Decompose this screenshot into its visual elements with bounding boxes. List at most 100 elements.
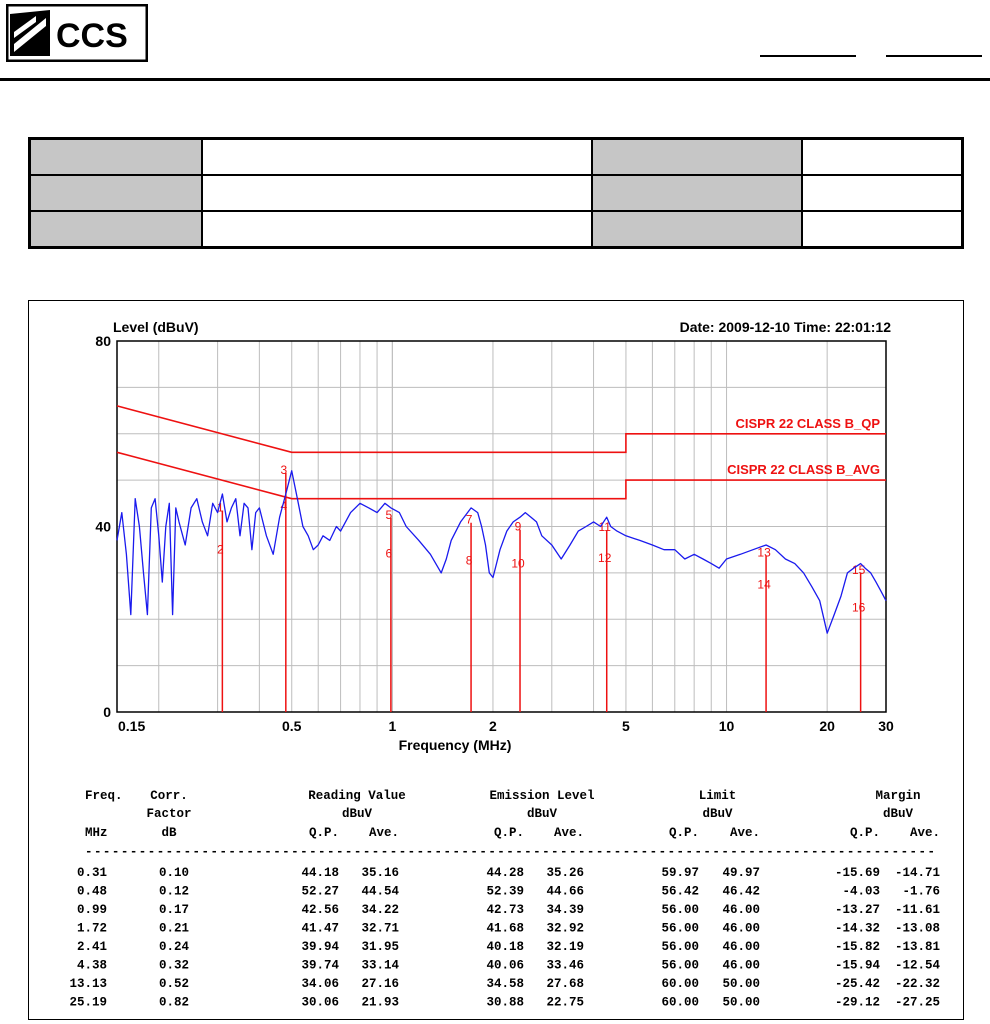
table-data-cell: 46.00 — [722, 922, 760, 936]
table-data-cell: -1.76 — [902, 885, 940, 899]
table-data-cell: 39.74 — [301, 959, 339, 973]
limit-line — [116, 405, 886, 454]
x-tick-label: 30 — [878, 718, 894, 734]
table-header-cell: dBuV — [883, 807, 914, 821]
y-tick-label: 40 — [95, 519, 111, 535]
table-data-cell: 31.95 — [361, 940, 399, 954]
table-data-cell: 44.18 — [301, 866, 339, 880]
table-data-cell: 0.12 — [159, 885, 189, 899]
table-data-cell: 4.38 — [77, 959, 107, 973]
table-header-cell: Ave. — [369, 826, 399, 840]
table-data-cell: 34.22 — [361, 903, 399, 917]
table-data-cell: 46.00 — [722, 903, 760, 917]
table-header-cell: dBuV — [342, 807, 373, 821]
table-data-cell: 1.72 — [77, 922, 107, 936]
table-data-cell: 32.19 — [546, 940, 584, 954]
table-data-cell: 60.00 — [661, 996, 699, 1010]
info-row — [28, 210, 964, 249]
table-header-cell: Ave. — [730, 826, 760, 840]
table-data-cell: 42.73 — [486, 903, 524, 917]
table-header-cell: Margin — [875, 789, 920, 803]
table-data-cell: 46.42 — [722, 885, 760, 899]
info-label-cell — [28, 174, 203, 212]
table-data-cell: -22.32 — [895, 977, 940, 991]
table-data-cell: 41.68 — [486, 922, 524, 936]
table-data-cell: 0.21 — [159, 922, 189, 936]
plot-frame — [116, 340, 887, 713]
table-data-cell: 40.06 — [486, 959, 524, 973]
marker-label: 4 — [280, 499, 287, 513]
table-data-cell: 34.39 — [546, 903, 584, 917]
y-axis-label: Level (dBuV) — [113, 319, 199, 335]
table-data-cell: 0.99 — [77, 903, 107, 917]
table-data-cell: 56.00 — [661, 903, 699, 917]
date-time-label: Date: 2009-12-10 Time: 22:01:12 — [680, 319, 892, 335]
table-data-cell: 52.39 — [486, 885, 524, 899]
table-data-cell: 0.52 — [159, 977, 189, 991]
table-header-cell: Reading Value — [308, 789, 406, 803]
table-data-cell: 27.68 — [546, 977, 584, 991]
marker-label: 2 — [217, 542, 224, 556]
table-data-cell: 0.48 — [77, 885, 107, 899]
table-data-cell: 44.66 — [546, 885, 584, 899]
table-data-cell: 46.00 — [722, 940, 760, 954]
table-data-cell: 2.41 — [77, 940, 107, 954]
table-data-cell: 0.24 — [159, 940, 190, 954]
emission-chart: Level (dBuV) Date: 2009-12-10 Time: 22:0… — [69, 319, 940, 1010]
table-data-cell: 32.71 — [361, 922, 399, 936]
table-data-cell: 34.06 — [301, 977, 339, 991]
signature-line-1 — [760, 55, 856, 57]
table-header-cell: Q.P. — [309, 826, 339, 840]
info-value-cell — [800, 210, 964, 249]
emission-report-panel: Level (dBuV) Date: 2009-12-10 Time: 22:0… — [28, 300, 964, 1020]
x-tick-label: 20 — [819, 718, 835, 734]
info-row — [28, 137, 964, 176]
info-row — [28, 174, 964, 212]
x-tick-label: 0.5 — [282, 718, 302, 734]
table-data-cell: 0.17 — [159, 903, 189, 917]
table-header-cell: Factor — [146, 807, 191, 821]
table-data-cell: 42.56 — [301, 903, 339, 917]
marker-label: 1 — [217, 501, 224, 515]
table-data-cell: -15.82 — [835, 940, 880, 954]
header-rule — [0, 78, 990, 81]
info-value-cell — [800, 174, 964, 212]
table-header-cell: dBuV — [527, 807, 558, 821]
marker-label: 8 — [466, 553, 473, 567]
table-data-cell: 0.31 — [77, 866, 107, 880]
info-label-cell — [590, 174, 803, 212]
info-label-cell — [590, 137, 803, 176]
table-data-cell: 44.28 — [486, 866, 524, 880]
table-data-cell: -27.25 — [895, 996, 940, 1010]
table-data-cell: 25.19 — [69, 996, 107, 1010]
marker-label: 7 — [466, 513, 473, 527]
table-data-cell: 49.97 — [722, 866, 760, 880]
info-value-cell — [200, 210, 593, 249]
table-data-cell: 33.14 — [361, 959, 399, 973]
table-header-cell: dB — [161, 826, 177, 840]
table-data-cell: -13.27 — [835, 903, 880, 917]
x-tick-label: 2 — [489, 718, 497, 734]
marker-label: 16 — [852, 600, 866, 614]
table-data-cell: 52.27 — [301, 885, 339, 899]
marker-label: 13 — [757, 546, 771, 560]
table-data-cell: -15.94 — [835, 959, 881, 973]
limit-label: CISPR 22 CLASS B_AVG — [727, 462, 880, 477]
table-data-cell: 21.93 — [361, 996, 399, 1010]
table-data-cell: 56.42 — [661, 885, 699, 899]
info-label-cell — [28, 137, 203, 176]
table-data-cell: 33.46 — [546, 959, 584, 973]
y-tick-label: 0 — [103, 704, 111, 720]
table-data-cell: -13.08 — [895, 922, 940, 936]
limit-line — [116, 451, 886, 500]
table-data-cell: 32.92 — [546, 922, 584, 936]
table-header-cell: MHz — [85, 826, 108, 840]
table-data-cell: 30.06 — [301, 996, 339, 1010]
x-axis-label: Frequency (MHz) — [399, 737, 512, 753]
info-label-cell — [28, 210, 203, 249]
table-header-cell: Freq. — [85, 789, 123, 803]
table-data-cell: -29.12 — [835, 996, 880, 1010]
table-data-cell: 59.97 — [661, 866, 699, 880]
table-data-cell: 56.00 — [661, 940, 699, 954]
table-data-cell: 60.00 — [661, 977, 699, 991]
